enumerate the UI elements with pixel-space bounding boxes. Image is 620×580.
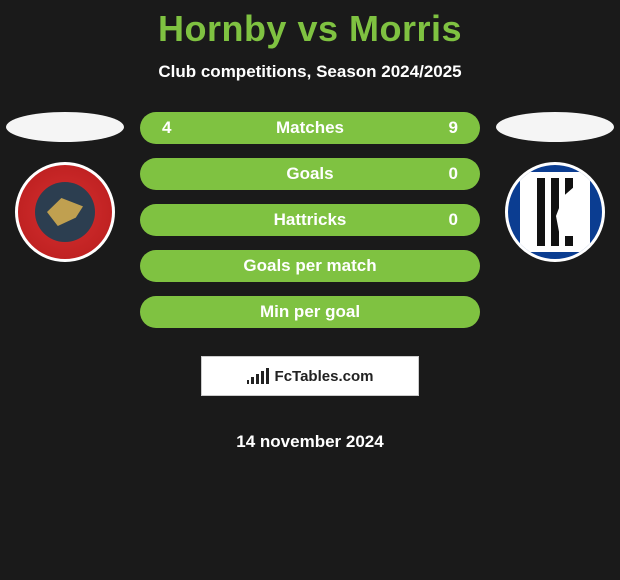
stat-right-value: 9: [418, 118, 458, 138]
stat-label: Min per goal: [202, 302, 418, 322]
date-text: 14 november 2024: [236, 432, 383, 452]
stat-row-goals-per-match: Goals per match: [140, 250, 480, 282]
stat-label: Goals per match: [202, 256, 418, 276]
brand-text: FcTables.com: [275, 368, 374, 385]
main-row: 4 Matches 9 Goals 0 Hattricks 0 Goals pe…: [0, 112, 620, 452]
stat-label: Goals: [202, 164, 418, 184]
crest-left-inner: [35, 182, 95, 242]
crest-right-shield: [520, 172, 590, 252]
horse-icon: [556, 186, 594, 236]
team-crest-right: [505, 162, 605, 262]
stat-row-hattricks: Hattricks 0: [140, 204, 480, 236]
brand-attribution[interactable]: FcTables.com: [201, 356, 419, 396]
page-title: Hornby vs Morris: [0, 8, 620, 50]
left-column: [0, 112, 130, 262]
stat-right-value: 0: [418, 210, 458, 230]
subtitle: Club competitions, Season 2024/2025: [0, 62, 620, 82]
team-crest-left: [15, 162, 115, 262]
stat-left-value: 4: [162, 118, 202, 138]
right-column: [490, 112, 620, 262]
stat-row-matches: 4 Matches 9: [140, 112, 480, 144]
stats-column: 4 Matches 9 Goals 0 Hattricks 0 Goals pe…: [130, 112, 490, 452]
stripe-icon: [537, 178, 545, 246]
comparison-card: Hornby vs Morris Club competitions, Seas…: [0, 0, 620, 452]
stat-label: Hattricks: [202, 210, 418, 230]
player-photo-placeholder-left: [6, 112, 124, 142]
bird-icon: [47, 198, 83, 226]
bar-chart-icon: [247, 368, 269, 384]
stat-row-goals: Goals 0: [140, 158, 480, 190]
stat-label: Matches: [202, 118, 418, 138]
stat-right-value: 0: [418, 164, 458, 184]
stat-row-min-per-goal: Min per goal: [140, 296, 480, 328]
player-photo-placeholder-right: [496, 112, 614, 142]
